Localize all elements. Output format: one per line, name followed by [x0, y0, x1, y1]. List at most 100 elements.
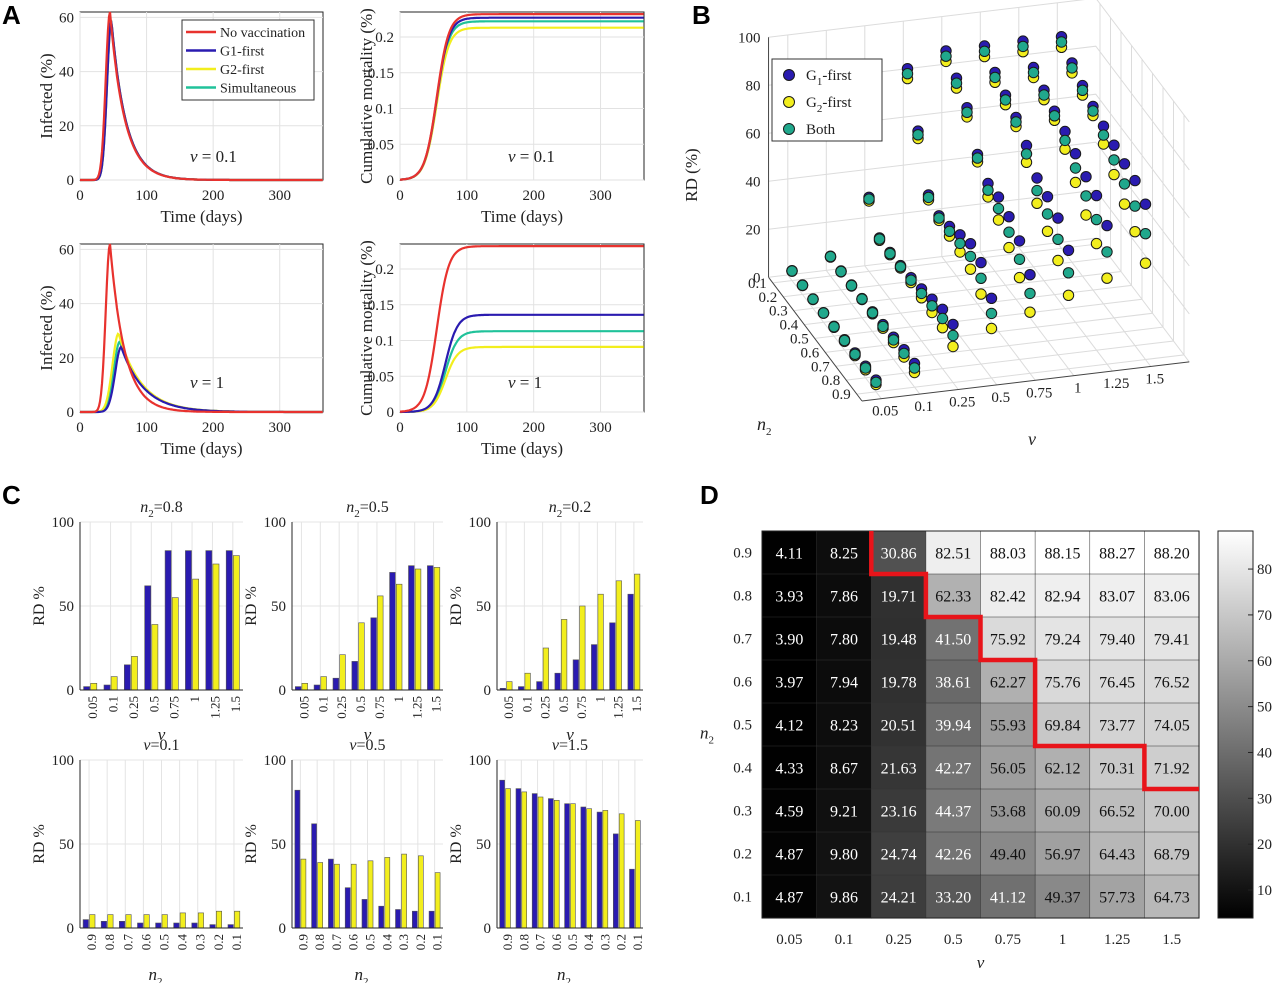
n-tick-label: 0.9 [832, 387, 851, 403]
n-tick-label: 0.6 [801, 345, 820, 361]
heatmap-cell [816, 788, 872, 833]
bar-yellow [597, 593, 604, 691]
scatter-point-both [975, 272, 987, 284]
legend-marker [783, 96, 795, 108]
heatmap-cell-value: 39.94 [935, 718, 971, 735]
x-tick-label: 0.4 [175, 934, 190, 951]
scatter-point-both [1052, 233, 1064, 246]
heatmap-cell-value: 49.37 [1044, 890, 1080, 907]
scatter-point-g1-first [1129, 174, 1141, 187]
heatmap-cell [1089, 616, 1145, 661]
heatmap-cell-value: 3.93 [775, 589, 803, 606]
x-tick-label: 0.05 [296, 696, 311, 719]
colorbar-tick-label: 30 [1257, 791, 1272, 807]
bar-blue [408, 565, 415, 691]
colorbar-tick-label: 60 [1257, 654, 1272, 670]
n-axis-label: n2 [757, 414, 772, 438]
chart-title: n2=0.8 [140, 499, 183, 520]
bar-blue [173, 922, 180, 929]
v-tick-label: 0.05 [872, 404, 898, 420]
heatmap-cell-value: 88.03 [990, 546, 1026, 563]
scatter-point-both [824, 250, 837, 263]
chart-c1: 0.05 0.1 0.25 0.5 0.75 1 1.25 1.5 0 50 100 RD % n2=0… [31, 499, 243, 744]
z-tick-label: 0 [753, 270, 761, 286]
bar-blue [294, 789, 301, 929]
parameter-annotation: v = 1 [508, 373, 542, 392]
legend-entry-label: Both [806, 122, 836, 138]
scatter-point-g1-first [1118, 158, 1131, 170]
heatmap-cell-value: 19.71 [881, 589, 917, 606]
scatter-point-both [870, 376, 882, 388]
bar-blue [554, 672, 561, 691]
bar-yellow [233, 555, 240, 691]
bar-blue [499, 779, 505, 929]
y-tick-label: 0.05 [368, 137, 394, 153]
x-tick-label: 0.2 [413, 934, 428, 950]
bar-yellow [561, 619, 568, 691]
scatter-point-g1-first [1031, 172, 1043, 184]
x-tick-label: 0.1 [630, 934, 645, 950]
y-tick-label: 0.15 [368, 66, 394, 82]
bar-yellow [171, 597, 179, 691]
series-line-no-vaccination [400, 13, 644, 181]
bar-yellow [414, 568, 422, 691]
scatter-point-both [856, 293, 868, 305]
bar-yellow [300, 858, 307, 929]
heatmap-cell [761, 745, 818, 790]
y-tick-label: 100 [469, 515, 492, 531]
scatter-point-g2-first [1003, 241, 1015, 254]
scatter-point-both [992, 202, 1005, 215]
x-tick-label: 0.3 [597, 934, 612, 950]
y-tick-label: 0.3 [733, 804, 752, 820]
x-tick-label: 1.5 [629, 696, 644, 712]
scatter-point-g2-first [1139, 257, 1152, 269]
bar-blue [572, 659, 579, 691]
legend-entry-label: G1-first [220, 45, 264, 60]
bar-blue [580, 806, 587, 929]
scatter-point-both [1090, 213, 1103, 226]
chart-a4: 0 100 200 300 0 0.05 0.1 0.15 0.2 Time (days) Cumu… [357, 240, 645, 458]
y-axis-label: Cumulative mortality (%) [357, 240, 376, 416]
bar-blue [294, 686, 302, 691]
scatter-point-both [915, 287, 928, 300]
bar-yellow [317, 862, 324, 929]
legend-entry-label: G1-first [806, 68, 852, 88]
bar-blue [612, 833, 619, 929]
scatter-point-g2-first [964, 263, 977, 275]
scatter-point-g1-first [1080, 171, 1092, 183]
bar-blue [328, 858, 334, 929]
scatter-point-both [1041, 208, 1054, 220]
heatmap-cell-value: 83.07 [1099, 589, 1135, 606]
x-tick-label: 0.1 [315, 696, 330, 712]
x-tick-label: 0 [76, 188, 84, 204]
chart-a2: 0 100 200 300 0 0.05 0.1 0.15 0.2 Time (days) Cumu… [357, 8, 645, 226]
y-tick-label: 0 [279, 921, 287, 937]
heatmap-cell [1034, 573, 1091, 618]
heatmap-cell-value: 4.87 [775, 847, 803, 864]
heatmap-cell-value: 82.94 [1044, 589, 1080, 606]
heatmap-cell-value: 68.79 [1154, 847, 1190, 864]
y-tick-label: 0.1 [375, 334, 394, 350]
heatmap-cell-value: 8.67 [830, 761, 858, 778]
heatmap-cell-value: 73.77 [1099, 718, 1135, 735]
scatter-point-both [849, 348, 861, 360]
heatmap-cell [925, 616, 982, 661]
scatter-point-g1-first [1069, 148, 1082, 160]
x-tick-label: 0.6 [346, 934, 361, 951]
x-tick-label: 0.05 [85, 696, 100, 719]
y-axis-label: RD % [243, 586, 260, 626]
heatmap-cell [925, 659, 982, 704]
scatter-point-g1-first [975, 256, 987, 269]
heatmap-cell-value: 62.33 [935, 589, 971, 606]
z-tick-label: 80 [746, 78, 761, 94]
y-tick-label: 100 [469, 753, 492, 769]
y-tick-label: 100 [264, 515, 287, 531]
x-tick-label: 100 [456, 420, 479, 436]
bar-yellow [125, 914, 132, 929]
heatmap-cell [761, 702, 818, 747]
scatter-point-both [877, 320, 889, 333]
x-tick-label: 0 [396, 188, 404, 204]
scatter-point-both [835, 265, 847, 278]
